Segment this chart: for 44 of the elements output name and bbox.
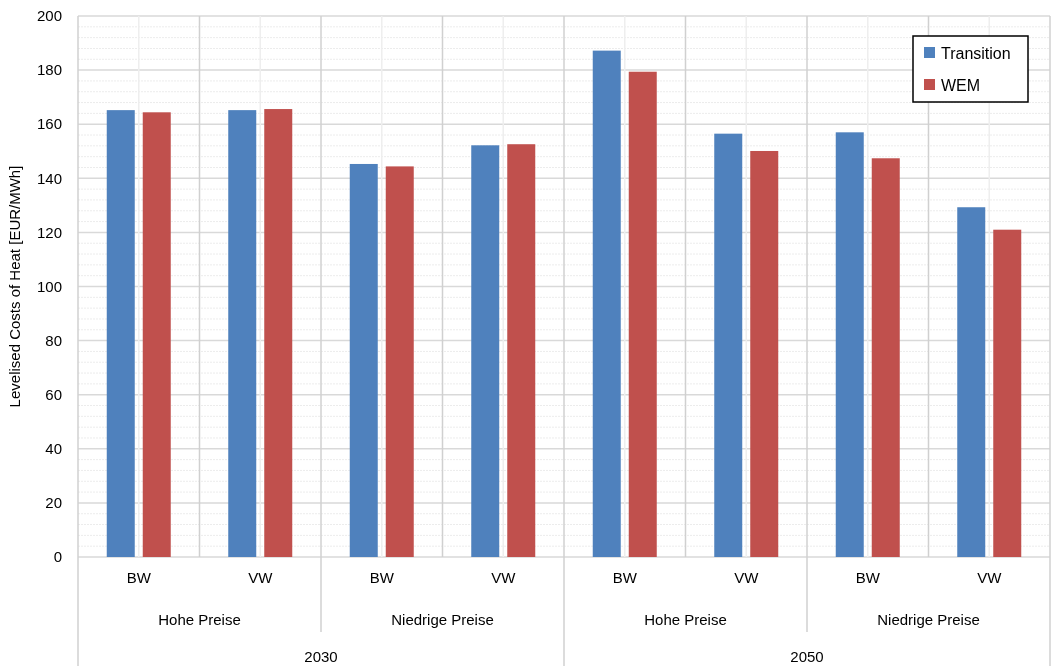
bar: [993, 229, 1022, 557]
text: 2050: [790, 648, 824, 666]
x-tick-label: VW: [248, 569, 274, 587]
x-tick-label: BW: [126, 569, 152, 587]
bar: [628, 71, 657, 557]
y-tick-label: 140: [36, 169, 62, 187]
legend-label: Transition: [941, 44, 1011, 62]
y-tick-label: 40: [45, 440, 62, 458]
bar: [471, 145, 500, 557]
y-tick-label: 100: [36, 277, 62, 295]
y-tick-label: 60: [45, 385, 62, 403]
bar: [264, 109, 293, 557]
bar: [957, 207, 986, 557]
legend-label: WEM: [941, 76, 981, 94]
text: Hohe Preise: [644, 611, 727, 629]
x-tick-label: VW: [491, 569, 517, 587]
x-tick-label: BW: [855, 569, 881, 587]
text: Hohe Preise: [158, 611, 241, 629]
y-axis-title: Levelised Costs of Heat [EUR/MWh]: [6, 165, 23, 408]
bar: [142, 112, 171, 557]
y-tick-label: 20: [45, 494, 62, 512]
bar: [835, 132, 864, 557]
y-tick-label: 180: [36, 61, 62, 79]
text: 2030: [304, 648, 338, 666]
y-tick-label: 160: [36, 115, 62, 133]
bar: [507, 144, 536, 557]
bar: [871, 158, 900, 557]
bar: [750, 150, 779, 557]
bar: [385, 166, 414, 557]
x-tick-label: BW: [612, 569, 638, 587]
bar: [714, 133, 743, 557]
x-tick-label: VW: [977, 569, 1003, 587]
y-tick-label: 80: [45, 331, 62, 349]
y-tick-label: 0: [53, 548, 62, 566]
x-tick-label: VW: [734, 569, 760, 587]
y-tick-label: 120: [36, 223, 62, 241]
text: Niedrige Preise: [877, 611, 980, 629]
text: Niedrige Preise: [391, 611, 494, 629]
y-tick-label: 200: [36, 7, 62, 25]
bar: [228, 110, 257, 557]
bar: [592, 50, 621, 557]
x-tick-label: BW: [369, 569, 395, 587]
bar: [349, 163, 378, 557]
bar: [106, 110, 135, 557]
